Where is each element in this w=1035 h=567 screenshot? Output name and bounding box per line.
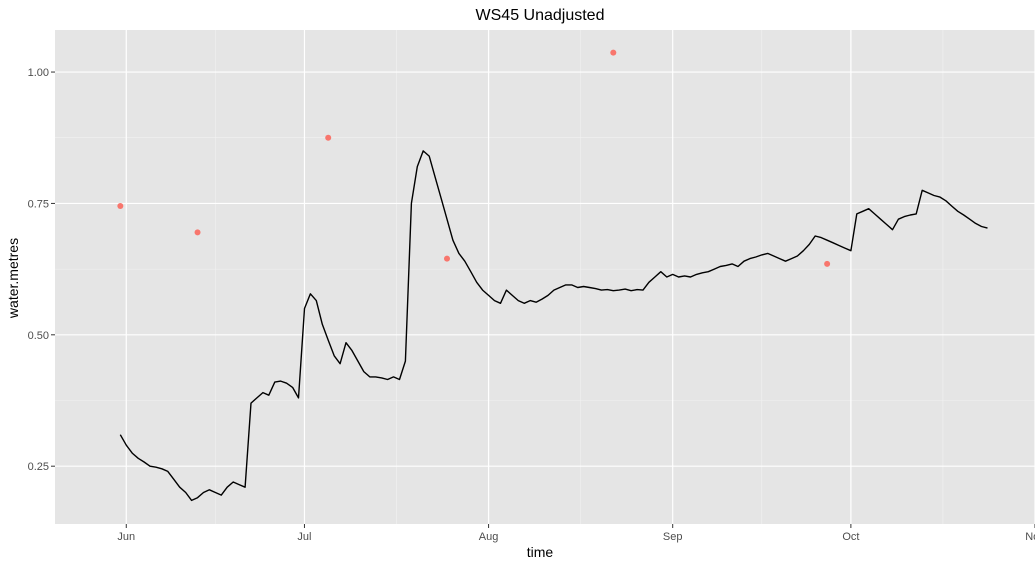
y-tick-label: 0.50 xyxy=(28,330,49,342)
x-tick-label: Oct xyxy=(842,531,859,543)
y-tick-label: 1.00 xyxy=(28,67,49,79)
x-axis-title: time xyxy=(527,544,554,560)
chart-title: WS45 Unadjusted xyxy=(476,7,605,24)
plot-panel xyxy=(55,30,1035,524)
x-tick-label: Aug xyxy=(479,531,499,543)
plot-layer: Jun Jul Aug Sep Oct Nov 0.25 0.50 0.75 1.00 xyxy=(28,30,1035,543)
y-tick-label: 0.75 xyxy=(28,198,49,210)
scatter-point xyxy=(325,134,332,141)
scatter-point xyxy=(444,255,450,262)
x-tick-label: Nov xyxy=(1025,531,1035,543)
y-axis-title: water.metres xyxy=(5,238,21,319)
x-tick-label: Sep xyxy=(663,531,683,543)
scatter-point xyxy=(824,260,831,267)
water-level-line xyxy=(119,150,988,502)
x-tick-label: Jun xyxy=(117,531,135,543)
scatter-point xyxy=(610,49,617,56)
scatter-point xyxy=(117,203,124,210)
scatter-point xyxy=(194,229,201,236)
y-tick-label: 0.25 xyxy=(28,461,49,473)
x-tick-label: Jul xyxy=(297,531,311,543)
